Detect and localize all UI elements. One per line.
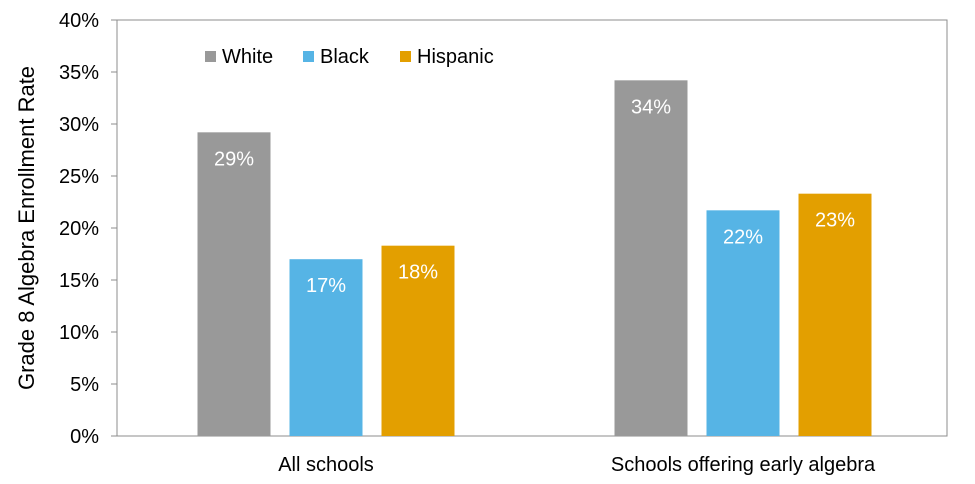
legend-swatch-hispanic <box>400 51 411 62</box>
y-tick-label: 40% <box>59 10 99 32</box>
x-axis-labels: All schools Schools offering early algebr… <box>278 454 876 476</box>
y-tick-label: 0% <box>70 426 99 448</box>
data-label-black-2: 22% <box>723 226 763 248</box>
legend-label-black: Black <box>320 46 370 68</box>
y-tick-label: 35% <box>59 62 99 84</box>
legend: White Black Hispanic <box>205 46 494 68</box>
legend-label-hispanic: Hispanic <box>417 46 494 68</box>
x-category-label: All schools <box>278 454 374 476</box>
data-label-black-1: 17% <box>306 275 346 297</box>
y-tick-label: 5% <box>70 374 99 396</box>
bar-black-2 <box>706 210 780 436</box>
legend-label-white: White <box>222 46 273 68</box>
x-category-label: Schools offering early algebra <box>611 454 876 476</box>
bar-white-2 <box>614 80 688 436</box>
y-axis-ticks: 0% 5% 10% 15% 20% 25% 30% 35% 40% <box>59 10 117 448</box>
y-tick-label: 25% <box>59 166 99 188</box>
data-label-white-1: 29% <box>214 148 254 170</box>
bar-black-1 <box>289 259 363 436</box>
data-label-white-2: 34% <box>631 96 671 118</box>
bar-white-1 <box>197 132 271 436</box>
bars-group <box>197 80 872 436</box>
y-axis-label: Grade 8 Algebra Enrollment Rate <box>14 66 39 390</box>
y-tick-label: 30% <box>59 114 99 136</box>
y-tick-label: 20% <box>59 218 99 240</box>
bar-hispanic-1 <box>381 245 455 436</box>
legend-swatch-black <box>303 51 314 62</box>
y-tick-label: 10% <box>59 322 99 344</box>
data-label-hispanic-1: 18% <box>398 262 438 284</box>
data-labels-group: 29% 17% 18% 34% 22% 23% <box>214 96 855 297</box>
data-label-hispanic-2: 23% <box>815 210 855 232</box>
y-tick-label: 15% <box>59 270 99 292</box>
legend-swatch-white <box>205 51 216 62</box>
bar-hispanic-2 <box>798 193 872 436</box>
